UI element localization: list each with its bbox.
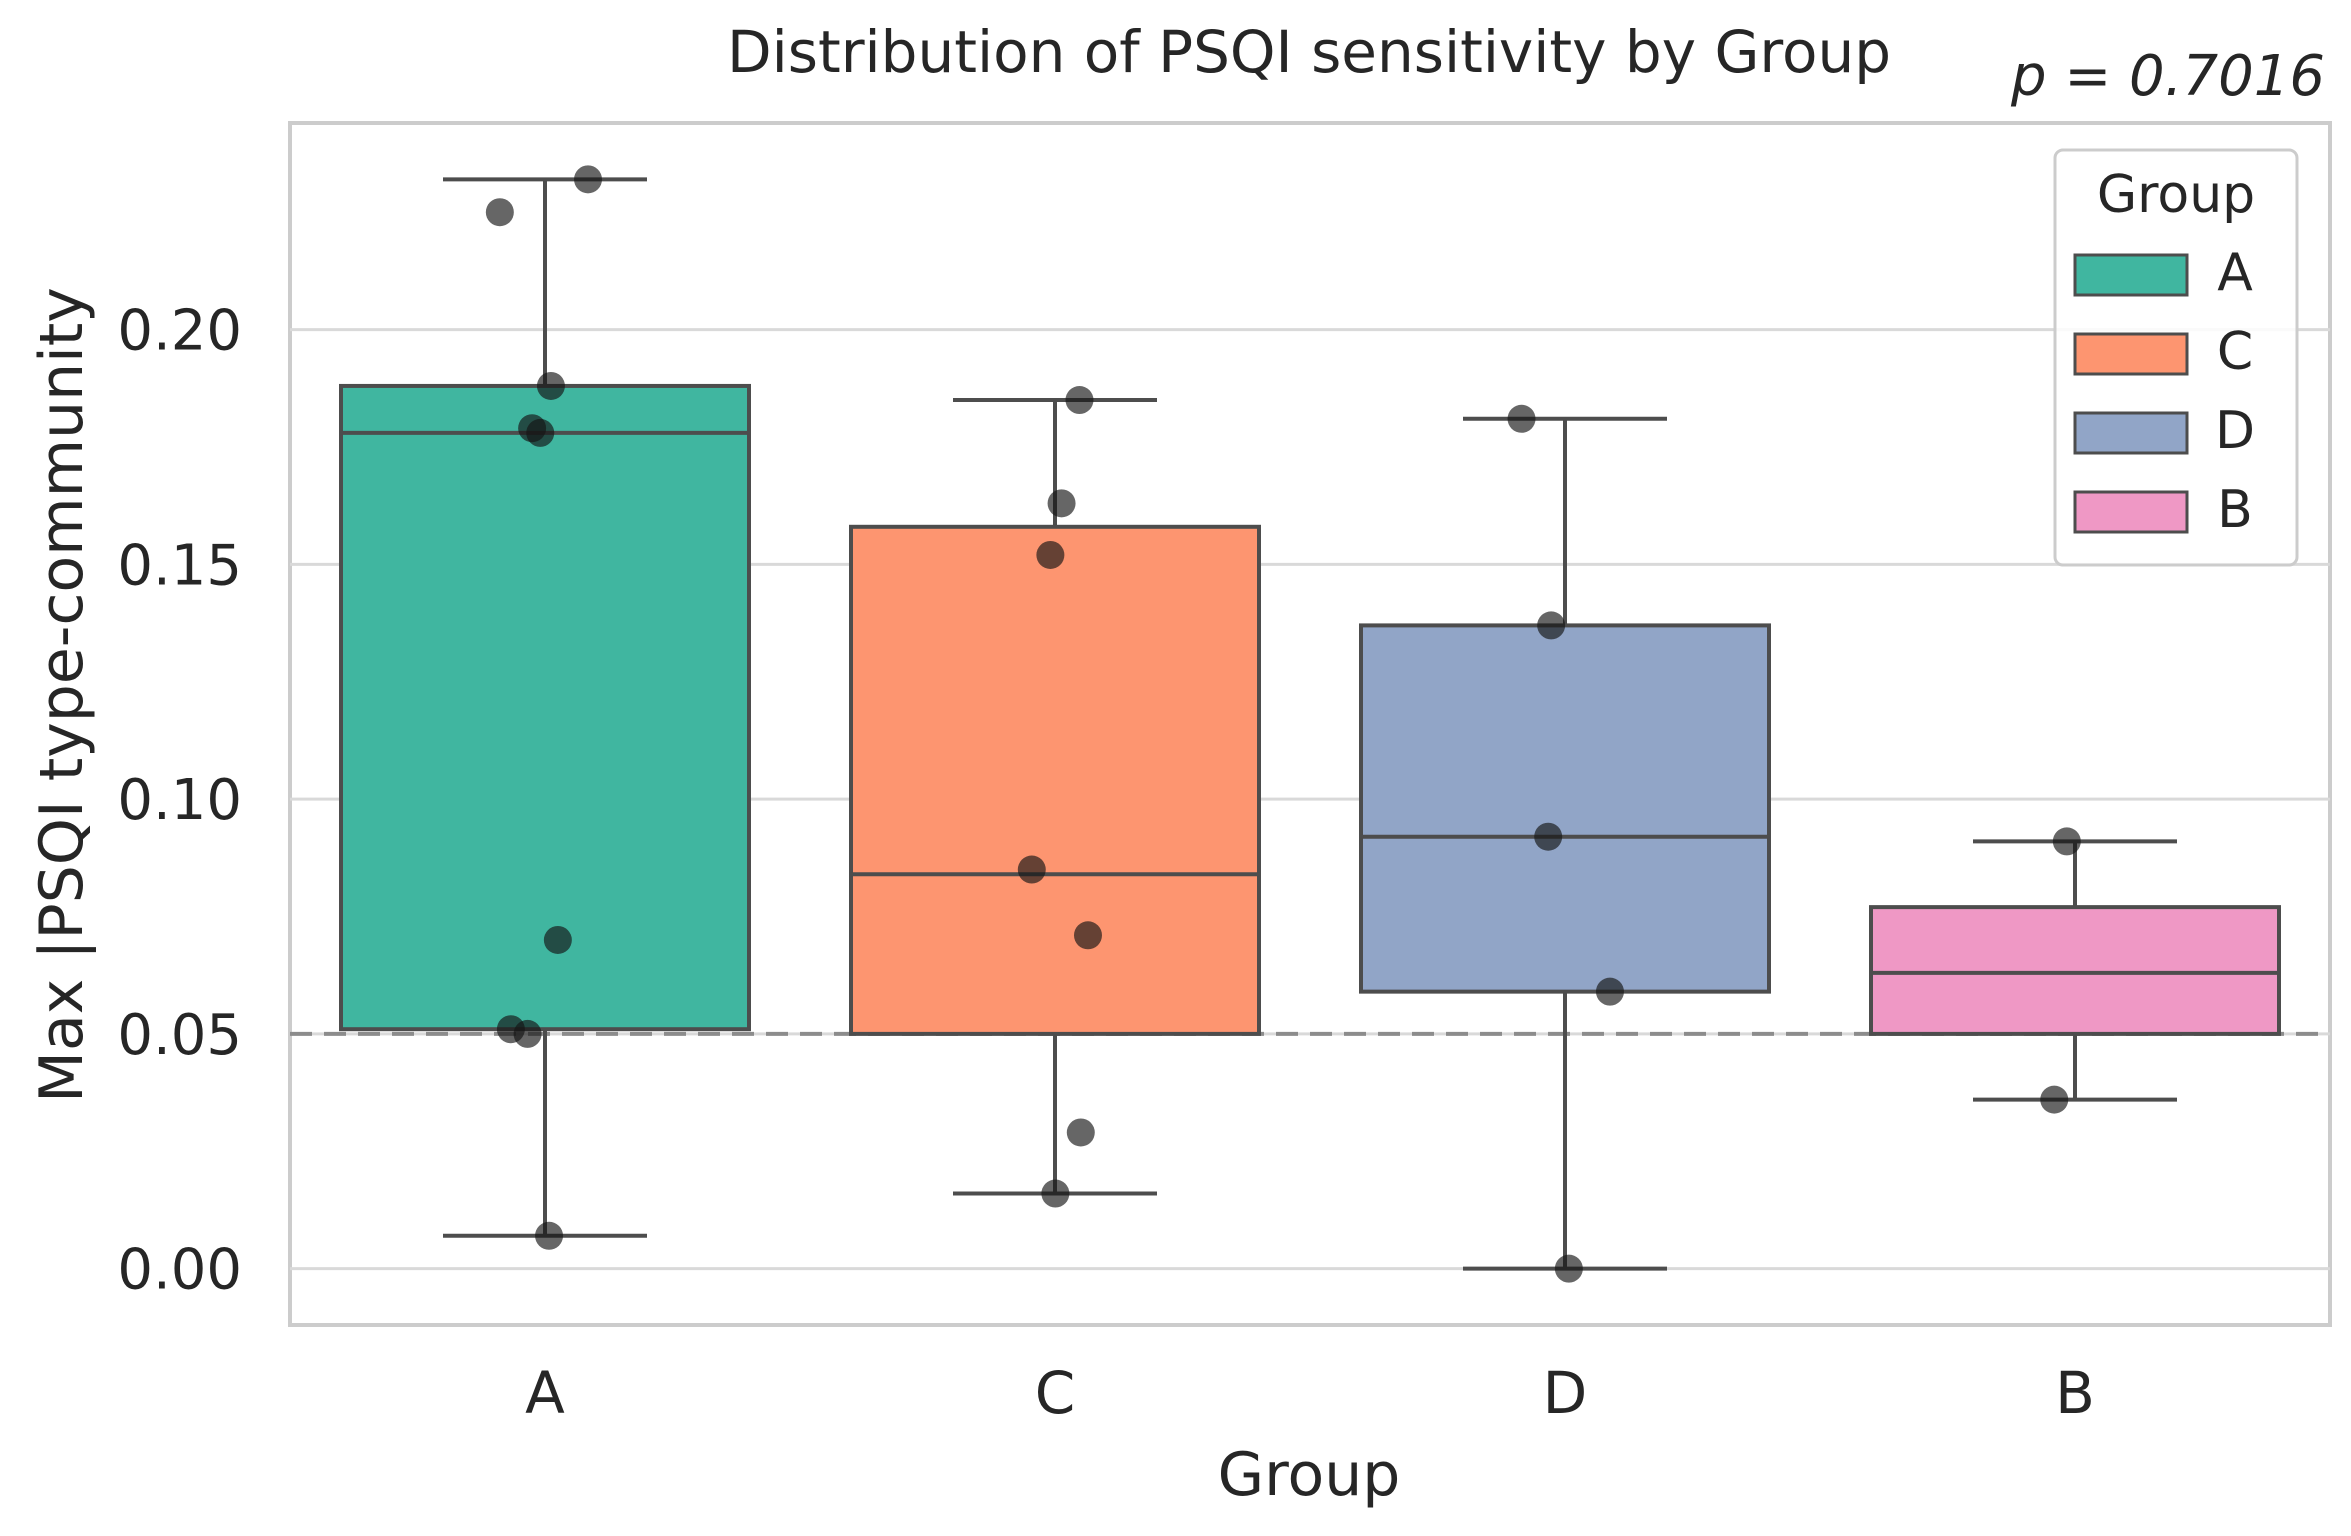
- data-point-c: [1073, 921, 1102, 950]
- y-axis-label: Max |PSQI type-community: [27, 287, 97, 1103]
- data-point-c: [1066, 1118, 1095, 1147]
- data-point-c: [1036, 540, 1065, 569]
- box-group-d: [1359, 416, 1771, 1271]
- legend-swatch-b: [2073, 490, 2189, 534]
- data-point-d: [1507, 404, 1536, 433]
- p-value-annotation: p = 0.7016: [2010, 44, 2325, 109]
- legend-label-a: A: [2217, 243, 2253, 303]
- data-point-a: [535, 1221, 564, 1250]
- x-tick-label: A: [525, 1359, 565, 1427]
- legend-title: Group: [2097, 165, 2255, 225]
- box-a: [339, 383, 751, 1032]
- data-point-b: [2052, 827, 2081, 856]
- data-point-c: [1017, 855, 1046, 884]
- legend-label-d: D: [2215, 401, 2255, 461]
- y-tick-label: 0.20: [117, 299, 242, 364]
- legend-label-b: B: [2217, 480, 2253, 540]
- data-point-c: [1047, 489, 1076, 518]
- box-group-a: [339, 177, 751, 1238]
- data-point-d: [1534, 822, 1563, 851]
- data-point-b: [2040, 1085, 2069, 1114]
- data-point-c: [1041, 1179, 1070, 1208]
- data-point-c: [1065, 386, 1094, 415]
- box-d: [1359, 623, 1771, 994]
- data-point-d: [1554, 1254, 1583, 1283]
- data-point-d: [1537, 611, 1566, 640]
- box-group-b: [1869, 839, 2281, 1102]
- x-axis-label: Group: [1218, 1440, 1401, 1510]
- y-tick-label: 0.00: [117, 1238, 242, 1303]
- data-point-a: [574, 165, 603, 194]
- y-tick-label: 0.10: [117, 768, 242, 833]
- y-tick-label: 0.15: [117, 533, 242, 598]
- x-tick-label: D: [1543, 1359, 1588, 1427]
- data-point-d: [1595, 977, 1624, 1006]
- legend-swatch-d: [2073, 411, 2189, 455]
- chart-title: Distribution of PSQI sensitivity by Grou…: [727, 18, 1891, 86]
- x-tick-label: C: [1035, 1359, 1076, 1427]
- box-group-c: [849, 398, 1261, 1196]
- legend-swatch-c: [2073, 332, 2189, 376]
- legend-swatch-a: [2073, 253, 2189, 297]
- legend-label-c: C: [2217, 322, 2253, 382]
- box-c: [849, 524, 1261, 1036]
- y-tick-label: 0.05: [117, 1003, 242, 1068]
- data-point-a: [485, 198, 514, 227]
- data-point-a: [536, 371, 565, 400]
- data-point-a: [543, 925, 572, 954]
- box-b: [1869, 905, 2281, 1036]
- data-point-a: [526, 418, 555, 447]
- plot-area: 0.000.050.100.150.20A C D B: [117, 121, 2332, 1427]
- x-tick-label: B: [2055, 1359, 2095, 1427]
- data-point-a: [513, 1019, 542, 1048]
